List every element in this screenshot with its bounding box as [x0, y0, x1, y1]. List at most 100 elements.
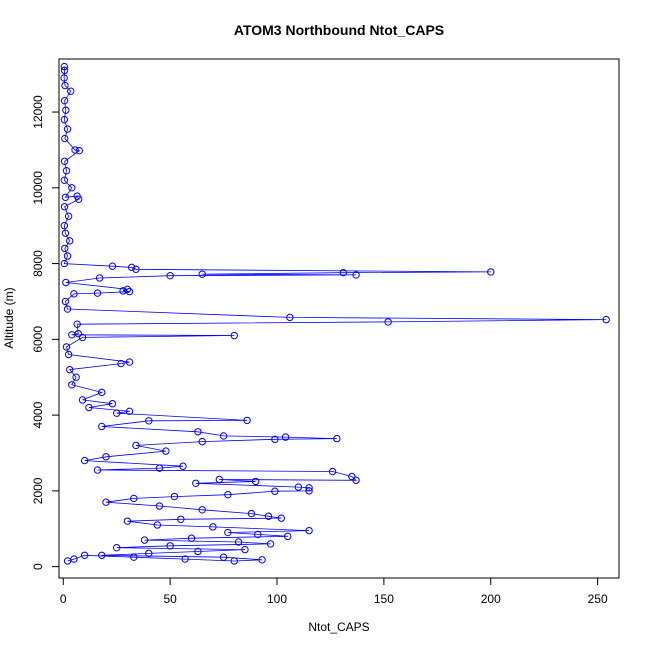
data-point: [60, 66, 69, 75]
data-point: [251, 477, 260, 486]
data-point: [305, 487, 313, 495]
data-point: [78, 333, 87, 342]
data-point: [78, 396, 87, 404]
y-tick-label: 12000: [31, 95, 45, 129]
y-tick-label: 2000: [31, 477, 45, 504]
data-point: [62, 167, 71, 175]
data-point: [155, 502, 164, 510]
data-point: [352, 271, 360, 279]
series-lines: [63, 66, 607, 562]
data-point: [70, 555, 78, 563]
data-point: [60, 259, 69, 268]
y-tick-label: 6000: [31, 326, 45, 353]
data-point: [170, 492, 179, 501]
data-point: [162, 447, 170, 455]
x-tick-label: 200: [481, 592, 501, 606]
data-point: [328, 467, 337, 476]
chart-title: ATOM3 Northbound Ntot_CAPS: [234, 22, 444, 38]
data-point: [60, 221, 69, 230]
data-point: [60, 203, 69, 211]
data-point: [61, 134, 69, 143]
data-point: [487, 268, 495, 276]
series-line: [63, 66, 607, 562]
x-axis: 0 50 100 150 200 250: [60, 577, 608, 606]
data-point: [166, 271, 174, 280]
data-point: [60, 96, 69, 105]
data-point: [85, 403, 93, 412]
data-point: [60, 115, 69, 124]
data-point: [192, 479, 200, 487]
data-point: [63, 125, 72, 133]
data-point: [271, 487, 279, 495]
y-tick-label: 4000: [31, 401, 45, 428]
data-point: [123, 285, 132, 294]
data-point: [60, 62, 69, 71]
data-point: [181, 555, 189, 563]
data-point: [277, 514, 285, 522]
data-point: [98, 551, 106, 559]
data-point: [123, 517, 132, 525]
data-point: [305, 484, 313, 492]
data-point: [70, 290, 78, 298]
data-point: [286, 313, 294, 322]
data-point: [62, 343, 71, 351]
data-point: [153, 521, 162, 529]
y-tick-label: 10000: [31, 171, 45, 205]
x-tick-label: 100: [267, 592, 287, 606]
data-point: [108, 262, 117, 270]
data-point: [281, 433, 290, 441]
data-point: [224, 528, 232, 537]
data-point: [194, 547, 202, 556]
data-point: [125, 287, 134, 296]
data-point: [333, 434, 341, 443]
data-point: [64, 350, 73, 359]
data-point: [177, 515, 185, 523]
data-point: [230, 331, 238, 340]
data-point: [219, 432, 228, 440]
data-point: [602, 315, 610, 324]
data-point: [63, 252, 72, 260]
x-tick-label: 250: [588, 592, 608, 606]
data-point: [95, 274, 104, 282]
data-point: [127, 263, 136, 272]
data-point: [60, 157, 69, 165]
data-point: [75, 146, 84, 155]
data-point: [68, 381, 76, 389]
data-point: [294, 483, 303, 491]
data-point: [68, 331, 76, 339]
data-point: [64, 212, 73, 220]
data-point: [98, 422, 106, 431]
data-point: [145, 417, 153, 425]
data-point: [234, 538, 243, 546]
data-point: [61, 193, 70, 201]
data-point: [63, 557, 72, 565]
data-point: [348, 472, 356, 481]
data-point: [155, 464, 164, 472]
data-point: [132, 265, 140, 273]
data-point: [187, 534, 196, 542]
data-point: [73, 320, 81, 328]
data-point: [266, 540, 275, 548]
data-point: [60, 176, 69, 184]
data-point: [72, 373, 80, 381]
x-tick-label: 150: [374, 592, 394, 606]
data-point: [125, 407, 134, 416]
data-point: [125, 358, 134, 366]
data-point: [130, 494, 138, 503]
data-point: [243, 416, 251, 425]
data-point: [305, 526, 313, 535]
data-point: [284, 532, 292, 541]
data-point: [271, 435, 279, 444]
data-point: [65, 237, 74, 245]
data-point: [102, 453, 110, 461]
y-axis: 0 2000 4000 6000 8000 10000 12000: [31, 95, 60, 570]
data-point: [74, 195, 83, 203]
data-point: [68, 184, 76, 192]
data-point: [264, 512, 273, 520]
data-point: [179, 462, 187, 470]
data-point: [145, 549, 153, 558]
data-point: [230, 557, 238, 565]
data-point: [247, 509, 256, 518]
data-point: [258, 556, 266, 564]
